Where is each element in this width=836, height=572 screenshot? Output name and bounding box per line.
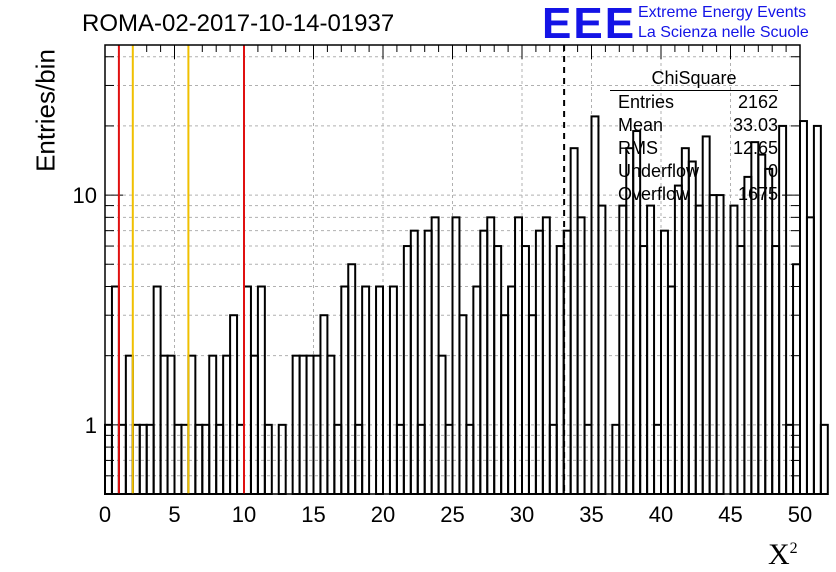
x-tick-label: 10 xyxy=(232,502,256,527)
stats-label: Overflow xyxy=(618,184,690,204)
x-tick-label: 30 xyxy=(510,502,534,527)
histogram-bin xyxy=(493,245,503,495)
x-tick-label: 45 xyxy=(718,502,742,527)
stats-box: ChiSquare Entries 2162 Mean 33.03 RMS 12.65… xyxy=(610,68,778,206)
tick-labels: 0 5 10 15 20 25 30 35 40 45 50 1 10 xyxy=(73,183,813,527)
stats-row-overflow: Overflow 1675 xyxy=(612,183,778,206)
histogram-bin xyxy=(361,285,371,495)
stats-label: Entries xyxy=(618,92,675,112)
stats-value: 33.03 xyxy=(732,115,778,135)
x-axis-label-superscript: 2 xyxy=(789,540,798,557)
histogram-bin xyxy=(639,245,649,495)
histogram-bin xyxy=(340,285,350,495)
stats-row-underflow: Underflow 0 xyxy=(612,160,778,183)
histogram-bin xyxy=(799,120,808,496)
stats-label: RMS xyxy=(618,138,658,158)
histogram-bin xyxy=(819,423,829,496)
x-axis-label: X2 xyxy=(768,538,798,572)
histogram-bin xyxy=(715,194,725,496)
x-tick-label: 0 xyxy=(99,502,111,527)
histogram-bin xyxy=(152,285,162,495)
histogram-bin xyxy=(500,314,510,495)
histogram-bin xyxy=(736,245,746,495)
y-tick-label: 1 xyxy=(85,413,97,438)
stats-value: 2162 xyxy=(737,92,778,112)
chart-title: ROMA-02-2017-10-14-01937 xyxy=(82,10,395,37)
histogram-bin xyxy=(402,245,412,495)
eee-logo: EEE xyxy=(542,0,637,48)
x-tick-label: 35 xyxy=(579,502,603,527)
histogram-bin xyxy=(743,175,753,495)
x-tick-label: 20 xyxy=(371,502,395,527)
histogram-bin xyxy=(778,124,788,496)
histogram-bin xyxy=(618,204,628,495)
histogram-bin xyxy=(673,184,683,495)
plot-frame xyxy=(104,44,801,495)
histogram-bin xyxy=(660,229,669,495)
histogram-bin xyxy=(812,124,822,496)
histogram-bin xyxy=(646,204,656,495)
histogram-bin xyxy=(319,314,329,495)
histogram-bin xyxy=(256,285,266,495)
grid-lines xyxy=(105,45,800,494)
histogram-bin xyxy=(458,314,468,495)
histogram-bin xyxy=(243,285,252,495)
histogram-bin xyxy=(423,229,433,495)
stats-row-rms: RMS 12.65 xyxy=(612,137,778,160)
histogram-bin xyxy=(590,115,600,495)
histogram-bin xyxy=(409,229,419,495)
histogram-bin xyxy=(555,245,565,495)
histogram-bin xyxy=(229,314,239,495)
y-tick-label: 10 xyxy=(73,183,97,208)
histogram-bin xyxy=(347,263,357,496)
stats-row-entries: Entries 2162 xyxy=(612,91,778,114)
stats-value: 12.65 xyxy=(732,138,778,158)
histogram-bin xyxy=(472,285,482,495)
stats-value: 0 xyxy=(767,161,778,181)
x-tick-label: 50 xyxy=(788,502,812,527)
histogram-bin xyxy=(694,204,704,495)
x-tick-label: 5 xyxy=(168,502,180,527)
histogram-bin xyxy=(534,229,544,495)
histogram-bin xyxy=(597,204,607,495)
stats-row-mean: Mean 33.03 xyxy=(612,114,778,137)
x-axis-label-symbol: X xyxy=(768,538,790,571)
stats-value: 1675 xyxy=(737,184,778,204)
x-tick-label: 40 xyxy=(649,502,673,527)
histogram-bin xyxy=(771,245,781,495)
histogram-bin xyxy=(110,285,120,495)
histogram-bin xyxy=(375,285,384,495)
x-tick-label: 25 xyxy=(440,502,464,527)
histogram-bin xyxy=(729,204,739,495)
histogram-bin xyxy=(479,229,489,495)
histogram-bin xyxy=(687,160,697,495)
logo-subtitle-2: La Scienza nelle Scuole xyxy=(638,24,809,41)
histogram-bin xyxy=(666,285,676,495)
stats-title: ChiSquare xyxy=(610,68,778,91)
histogram-bin xyxy=(569,147,579,495)
y-axis-label: Entries/bin xyxy=(30,49,61,172)
threshold-lines xyxy=(117,45,566,494)
x-tick-label: 15 xyxy=(301,502,325,527)
histogram-bin xyxy=(805,216,815,495)
histogram-bin xyxy=(527,314,537,495)
logo-subtitle-1: Extreme Energy Events xyxy=(638,4,807,21)
histogram-bin xyxy=(507,285,517,495)
stats-label: Underflow xyxy=(618,161,700,181)
histogram-bin xyxy=(521,245,530,495)
histogram-bin xyxy=(388,285,398,495)
histogram-bin xyxy=(708,194,718,496)
stats-label: Mean xyxy=(618,115,664,135)
histogram-bin xyxy=(792,263,801,496)
